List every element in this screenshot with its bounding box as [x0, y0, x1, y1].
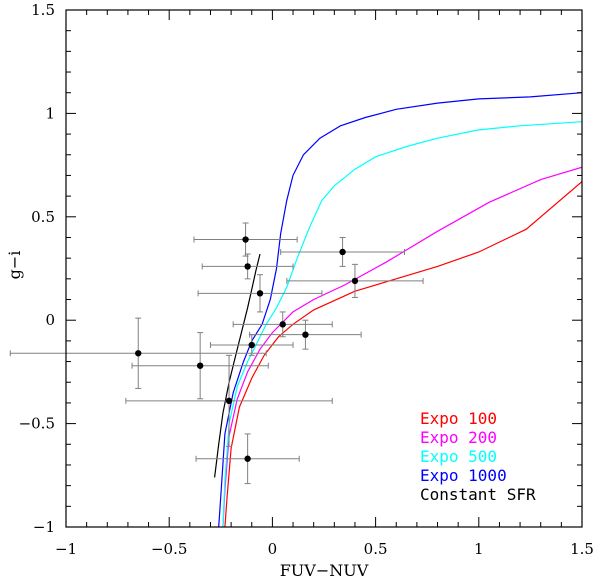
data-point — [244, 263, 251, 270]
legend-label-expo-100: Expo 100 — [420, 409, 497, 428]
legend-label-constant-sfr: Constant SFR — [420, 485, 536, 504]
series-line-expo-100 — [224, 181, 582, 527]
data-point — [351, 277, 359, 285]
model-curves — [214, 92, 582, 527]
data-point — [242, 236, 249, 243]
x-tick-labels: −1 −0.5 0 0.5 1 1.5 — [55, 540, 594, 558]
y-tick-label: 1 — [45, 104, 55, 122]
legend-label-expo-200: Expo 200 — [420, 428, 497, 447]
x-tick-label: −0.5 — [151, 540, 187, 558]
data-point — [302, 331, 309, 338]
series-line-expo-200 — [222, 166, 582, 527]
data-point — [279, 321, 286, 328]
series-line-expo-1000 — [218, 92, 582, 527]
axis-ticks — [65, 9, 583, 528]
legend-label-expo-500: Expo 500 — [420, 447, 497, 466]
legend-label-expo-1000: Expo 1000 — [420, 466, 507, 485]
y-tick-label: 0.5 — [31, 208, 55, 226]
x-tick-label: 0 — [268, 540, 278, 558]
data-point — [339, 248, 346, 256]
x-tick-label: −1 — [55, 540, 77, 558]
data-point — [244, 455, 251, 462]
y-tick-labels: −1 −0.5 0 0.5 1 1.5 — [19, 1, 55, 536]
data-points — [135, 236, 359, 462]
x-tick-label: 0.5 — [364, 540, 388, 558]
data-point — [196, 362, 204, 369]
x-axis-title: FUV−NUV — [280, 561, 369, 579]
series-line-expo-500 — [222, 121, 582, 527]
data-point — [135, 350, 142, 357]
y-tick-label: −0.5 — [19, 415, 55, 433]
x-tick-label: 1.5 — [570, 540, 594, 558]
data-point — [256, 290, 264, 297]
data-point — [248, 341, 255, 349]
plot-frame — [65, 9, 583, 528]
data-point — [225, 397, 233, 405]
y-tick-label: −1 — [33, 518, 55, 536]
error-bars — [9, 222, 424, 485]
y-tick-label: 1.5 — [31, 1, 55, 19]
x-tick-label: 1 — [474, 540, 484, 558]
y-axis-title: g−i — [5, 251, 24, 280]
y-tick-label: 0 — [45, 311, 55, 329]
